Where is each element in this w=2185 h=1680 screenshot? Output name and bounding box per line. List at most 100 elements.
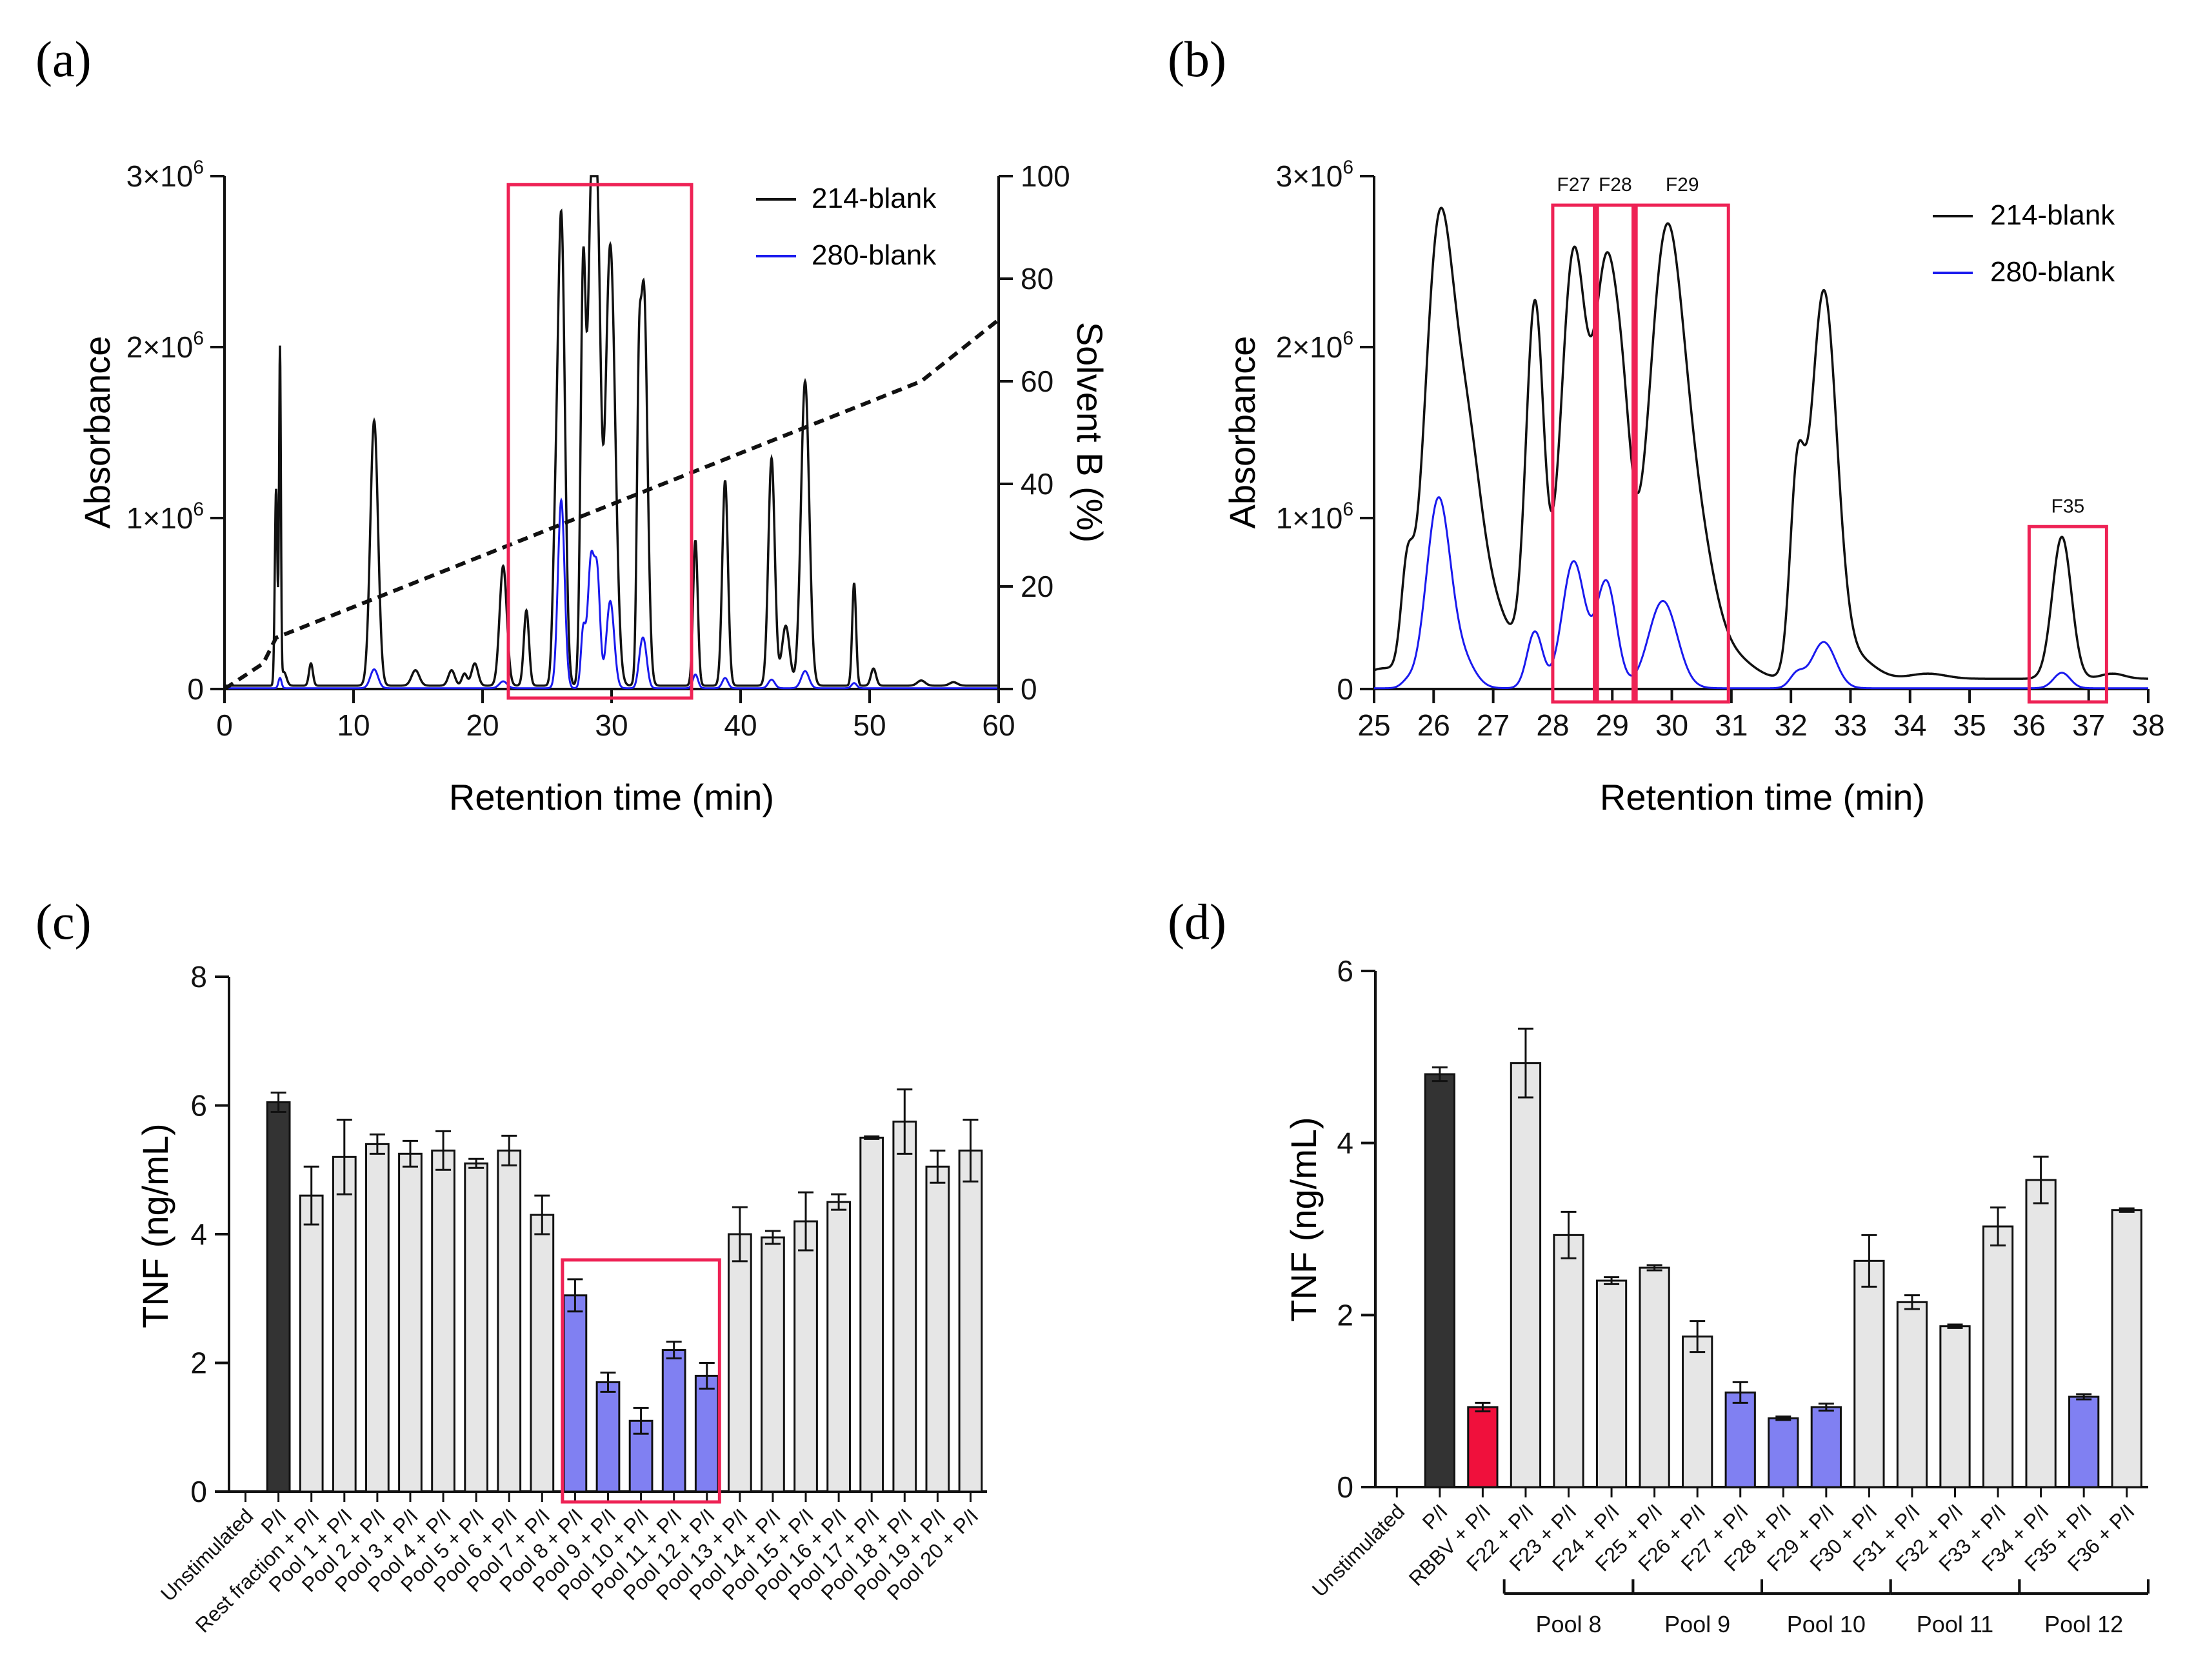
legend-label-280: 280-blank [812,239,937,271]
fraction-box-F27 [1551,203,1597,704]
x-tick-label: 34 [1893,708,1926,742]
panel-label-c: (c) [35,894,92,950]
y-tick-label: 6 [190,1089,207,1123]
trace-214-blank [1373,206,2148,680]
trace-214-blank [224,175,999,687]
bar [563,1294,588,1493]
y-tick-label: 4 [1337,1126,1353,1160]
bar [266,1101,291,1493]
bar [892,1120,917,1493]
x-tick-label: 29 [1596,708,1629,742]
legend-label-214: 214-blank [812,183,937,214]
trace-280-blank [1374,496,2148,690]
y-tick-label: 3×106 [1276,157,1353,193]
bar [1724,1391,1756,1488]
y-axis-title-a: Absorbance [77,336,117,529]
fraction-label-F27: F27 [1557,174,1590,195]
group-label: Pool 8 [1535,1611,1601,1637]
bar [1682,1335,1713,1488]
bar [1639,1266,1670,1488]
x-tick-label: 38 [2131,708,2164,742]
y-tick-label: 8 [190,960,207,994]
fraction-box-F28 [1595,203,1635,704]
panel-b-chromatogram-zoom: (b) 214-blank 280-blank Retention time (… [1168,31,2165,817]
bar [1896,1301,1928,1488]
bar [1982,1225,2014,1488]
x-tick-label: 37 [2072,708,2105,742]
bar [595,1381,621,1493]
panel-c-bar-chart: (c) TNF (ng/mL) 02468UnstimulatedP/IRest… [35,894,987,1637]
bar [1510,1062,1542,1488]
x-tick-label: 30 [595,708,628,742]
bar [1424,1073,1455,1488]
bar [826,1201,851,1493]
group-label: Pool 9 [1664,1611,1730,1637]
y-axis-title-c: TNF (ng/mL) [135,1123,175,1328]
y-tick-label: 2 [190,1346,207,1380]
y-axis-title-d: TNF (ng/mL) [1283,1117,1324,1321]
x-tick-label: 33 [1834,708,1867,742]
x-tick-label: 30 [1655,708,1688,742]
bar [398,1152,423,1493]
x-tick-label: 35 [1953,708,1986,742]
bar [661,1349,686,1493]
bar [859,1136,884,1493]
fraction-box-F29 [1634,203,1730,704]
y-tick-label: 2 [1337,1298,1353,1332]
y-tick-label: 0 [190,1475,207,1508]
bar [925,1165,950,1493]
bar [793,1220,818,1493]
y-tick-label: 0 [1337,1470,1353,1504]
y2-axis-title-a: Solvent B (%) [1070,322,1110,543]
bar [332,1155,357,1493]
highlight-box-pools [561,1258,721,1504]
x-tick-label: 36 [2013,708,2046,742]
y2-tick-label: 100 [1021,159,1070,193]
bar [958,1149,983,1493]
bar [727,1233,752,1493]
fraction-label-F29: F29 [1666,174,1699,195]
y-tick-label: 0 [187,672,204,706]
bar [497,1149,522,1493]
x-axis-title-b: Retention time (min) [1600,777,1925,817]
legend-label-280-b: 280-blank [1990,256,2115,288]
bar [299,1194,324,1493]
x-tick-label: 26 [1417,708,1450,742]
bar [1467,1406,1499,1488]
bar [2025,1179,2057,1488]
bar [1853,1259,1885,1488]
fraction-label-F28: F28 [1599,174,1632,195]
group-label: Pool 11 [1917,1611,1993,1637]
x-tick-label: 32 [1775,708,1808,742]
x-tick-label: 28 [1536,708,1569,742]
x-tick-label: 10 [337,708,370,742]
bar [1768,1417,1799,1488]
x-tick-label: 50 [853,708,886,742]
bar [1810,1406,1842,1488]
solvent-b-gradient-line [223,318,1000,691]
bar [431,1149,455,1493]
y2-tick-label: 80 [1021,262,1053,295]
category-label: Unstimulated [1308,1499,1410,1601]
y-tick-label: 6 [1337,954,1353,988]
y2-tick-label: 40 [1021,467,1053,501]
fraction-box-F35 [2027,525,2108,704]
fraction-label-F35: F35 [2051,495,2085,517]
x-tick-label: 40 [724,708,757,742]
y-tick-label: 0 [1337,672,1353,706]
y-tick-label: 2×106 [1276,328,1353,364]
panel-label-a: (a) [35,31,92,87]
x-tick-label: 31 [1715,708,1748,742]
category-label: P/I [1418,1499,1452,1534]
bar [530,1214,555,1493]
x-axis-title-a: Retention time (min) [449,777,774,817]
panel-label-d: (d) [1168,894,1226,950]
y2-tick-label: 60 [1021,365,1053,398]
y-tick-label: 1×106 [1276,499,1353,535]
bar [1939,1325,1971,1488]
y-tick-label: 3×106 [126,157,204,193]
y-tick-label: 1×106 [126,499,204,535]
bar [1553,1234,1584,1488]
